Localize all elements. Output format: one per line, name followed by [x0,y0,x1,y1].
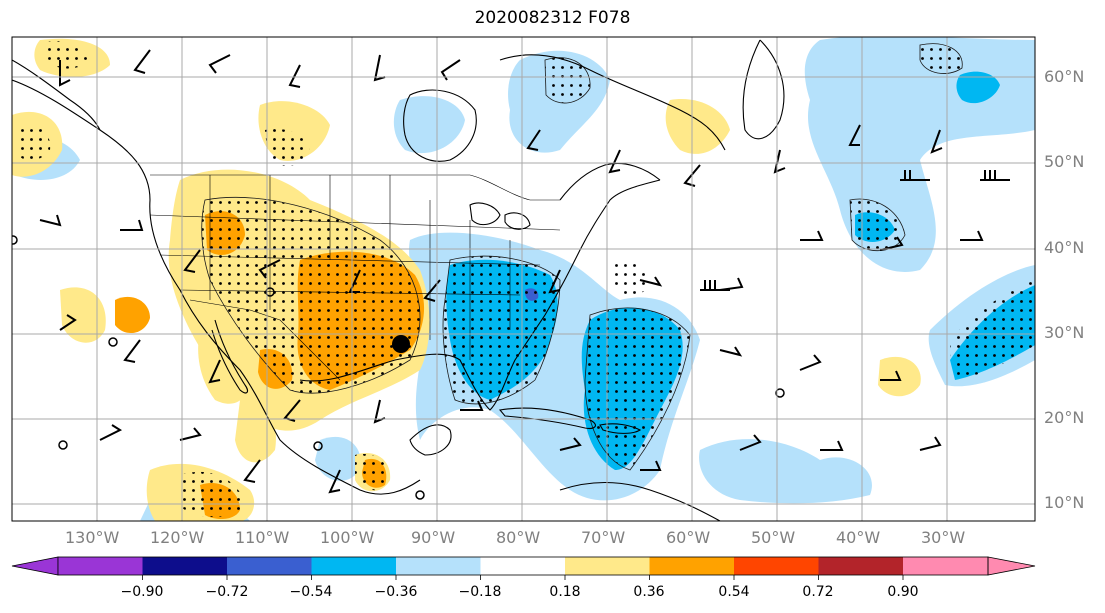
lon-label-50w: 50°W [751,528,796,547]
lon-label-130w: 130°W [65,528,120,547]
colorbar-segment-12 [987,556,1036,576]
us-mexico-border [189,299,341,381]
colorbar-segment-8 [649,557,734,575]
stippling-southwest [201,197,420,394]
stippling-atlantic-far-north [920,43,963,74]
colorbar-segment-4 [311,557,396,575]
north-america-west-coast [12,79,421,495]
lon-label-120w: 120°W [150,528,205,547]
hispaniola [599,423,642,434]
gulf-of-mexico-coast [299,314,546,411]
lon-label-100w: 100°W [320,528,375,547]
colorbar-tick-label: −0.90 [120,584,164,600]
lon-label-70w: 70°W [581,528,626,547]
alaska-coast [12,59,101,131]
colorbar-segment-11 [903,557,988,575]
negative-anomaly-area-gulf [315,436,361,481]
stippling-gulf-alaska [45,41,89,69]
colorbar-segment-6 [480,557,565,575]
stippling-pacific-northwest [265,128,310,166]
lon-label-40w: 40°W [836,528,881,547]
stippling-central-america [355,454,389,491]
coastlines [12,39,785,521]
baja-peninsula [211,319,249,394]
colorbar-segment-0 [11,556,59,576]
lat-label-60n: 60°N [1044,67,1085,86]
map-frame [11,36,1036,522]
colorbar-segment-7 [565,557,650,575]
negative-anomaly-area-caribbean [699,439,872,504]
stippling-pacific-west [15,122,51,161]
colorbar-segment-2 [142,557,227,575]
us-canada-border [150,174,560,201]
colorbar-segment-5 [396,557,481,575]
colorbar-tick-label: 0.54 [718,584,750,600]
lat-label-20n: 20°N [1044,408,1085,427]
positive-anomaly-area-pacific-far [60,287,106,343]
lat-label-40n: 40°N [1044,238,1085,257]
colorbar [11,556,1036,580]
colorbar-segment-9 [734,557,819,575]
colorbar-tick-label: −0.36 [374,584,418,600]
location-marker [392,335,410,353]
map-title: 2020082312 F078 [474,8,631,28]
colorbar-tick-label: 0.36 [633,584,665,600]
greenland-south [742,39,785,140]
stippling-atlantic-west [585,307,690,470]
negative-anomaly-core-atlantic-north [956,71,1000,104]
hudson-bay [403,89,477,162]
lat-label-30n: 30°N [1044,323,1085,342]
positive-anomaly-area-mexico-south [235,399,276,463]
lat-label-50n: 50°N [1044,152,1085,171]
stippling-atlantic-north [850,199,905,251]
stippling-newfoundland [545,57,591,104]
lon-label-60w: 60°W [666,528,711,547]
lon-label-90w: 90°W [411,528,456,547]
colorbar-tick-label: −0.72 [205,584,249,600]
lon-label-80w: 80°W [496,528,541,547]
stippling-mexico-south [180,471,245,517]
positive-anomaly-area-baja [198,327,255,404]
positive-anomaly-core-nevada [115,296,150,334]
lon-label-110w: 110°W [235,528,290,547]
yucatan [409,424,452,456]
colorbar-tick-label: −0.18 [458,584,502,600]
calm-circles [12,235,785,500]
negative-anomaly-area-hudson [393,96,465,154]
colorbar-segment-1 [58,557,143,575]
graticule [12,37,1035,521]
colorbar-tick-label: 0.18 [549,584,581,600]
colorbar-segment-3 [227,557,312,575]
stippling-atlantic-mid [612,260,649,296]
wind-barbs [39,49,1010,494]
colorbar-segment-10 [818,557,903,575]
lon-label-30w: 30°W [921,528,966,547]
labrador-coast [499,54,726,151]
stippling-atlantic-east [950,280,1035,380]
east-coast-us [544,179,661,316]
positive-anomaly-area-labrador [665,99,730,154]
south-america-north [559,481,721,521]
stippling-east-us [443,256,560,404]
colorbar-tick-label: 0.72 [802,584,834,600]
colorbar-tick-label: 0.90 [887,584,919,600]
great-lakes [469,202,531,230]
lat-label-10n: 10°N [1044,493,1085,512]
colorbar-tick-label: −0.54 [289,584,333,600]
canada-maritime [559,162,661,201]
